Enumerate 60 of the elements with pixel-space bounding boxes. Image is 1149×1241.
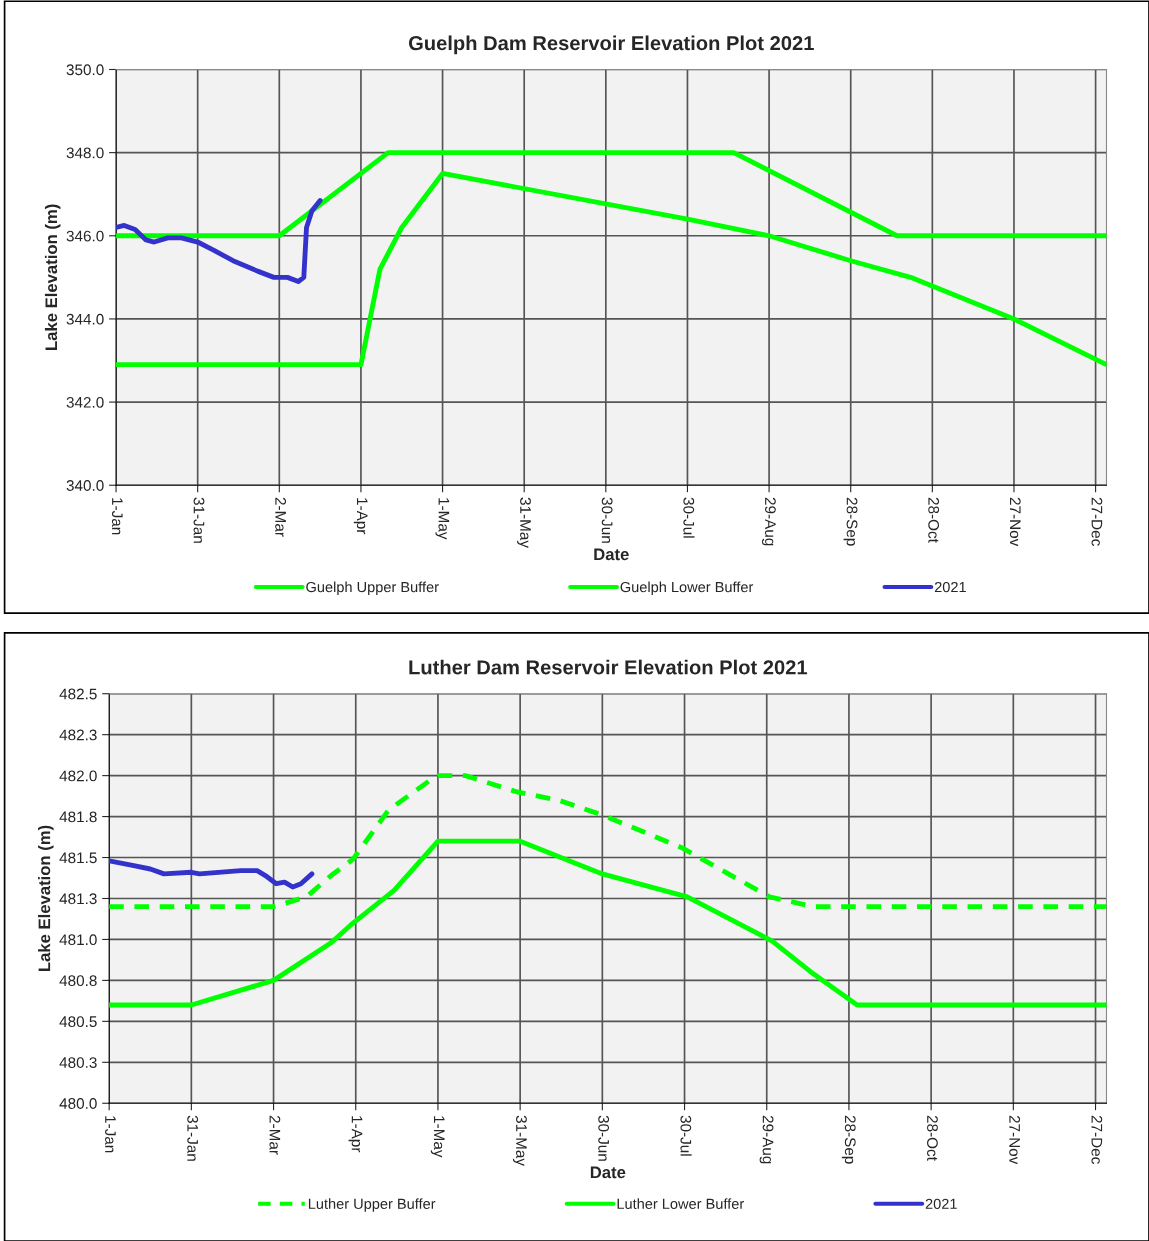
x-tick-label: 27-Dec (1091, 1115, 1103, 1164)
x-tick-label: 1-Jan (111, 498, 123, 535)
x-tick-label: 27-Nov (1009, 1115, 1021, 1165)
legend-label: Luther Lower Buffer (617, 1198, 744, 1209)
x-tick-label: 1-May (435, 498, 450, 540)
line-series (109, 773, 1107, 910)
y-tick-label: 480.3 (59, 1057, 97, 1068)
legend-label: Luther Upper Buffer (308, 1198, 436, 1212)
line-series (116, 171, 1107, 368)
y-tick-label: 481.3 (59, 893, 97, 905)
x-tick-label: 31-Jan (193, 497, 205, 543)
x-tick-label: 28-Oct (928, 497, 940, 543)
x-tick-label: 28-Sep (841, 1115, 856, 1164)
y-tick-label: 481.0 (59, 934, 97, 946)
y-tick-label: 482.0 (59, 770, 97, 782)
x-axis-title: Date (590, 1166, 626, 1179)
x-tick-label: 29-Aug (761, 497, 776, 546)
y-tick-label: 480.0 (59, 1098, 97, 1109)
x-tick-label: 30-Jul (680, 1115, 692, 1156)
y-tick-label: 480.5 (59, 1016, 97, 1028)
x-tick-label: 1-Apr (353, 498, 368, 535)
y-tick-label: 480.8 (59, 975, 97, 987)
y-tick-label: 342.0 (66, 396, 104, 408)
x-tick-label: 1-May (430, 1116, 445, 1158)
line-series (109, 838, 1107, 1008)
line-series (109, 858, 315, 890)
y-axis-title: Lake Elevation (m) (44, 204, 61, 350)
y-tick-label: 482.5 (59, 688, 97, 700)
x-tick-label: 30-Jun (601, 497, 613, 543)
y-tick-label: 482.3 (59, 729, 97, 741)
legend-label: 2021 (925, 1198, 957, 1209)
x-tick-label: 1-Jan (105, 1116, 116, 1153)
y-tick-label: 346.0 (66, 230, 104, 242)
x-tick-label: 30-Jul (683, 497, 695, 538)
x-tick-label: 30-Jun (598, 1115, 610, 1161)
line-series (116, 198, 323, 284)
y-tick-label: 348.0 (66, 147, 104, 159)
x-tick-label: 2-Mar (275, 497, 287, 537)
x-tick-label: 28-Sep (843, 497, 858, 546)
x-tick-label: 1-Apr (348, 1116, 363, 1153)
y-tick-label: 350.0 (66, 64, 104, 76)
y-tick-label: 340.0 (66, 480, 104, 491)
x-tick-label: 31-Jan (187, 1115, 199, 1161)
chart-title: Guelph Dam Reservoir Elevation Plot 2021 (408, 35, 814, 55)
legend-label: 2021 (934, 581, 966, 593)
legend-label: Guelph Upper Buffer (306, 581, 439, 596)
x-tick-label: 28-Oct (927, 1115, 938, 1161)
x-tick-label: 2-Mar (269, 1115, 281, 1155)
y-tick-label: 344.0 (66, 313, 104, 325)
y-tick-label: 481.8 (59, 811, 97, 823)
y-axis-title: Lake Elevation (m) (38, 825, 54, 971)
legend-label: Guelph Lower Buffer (620, 581, 754, 596)
x-tick-label: 31-May (517, 497, 531, 548)
y-tick-label: 481.5 (59, 852, 97, 864)
x-tick-label: 27-Nov (1009, 497, 1021, 547)
x-tick-label: 29-Aug (759, 1115, 774, 1164)
chart-title: Luther Dam Reservoir Elevation Plot 2021 (409, 659, 808, 675)
x-tick-label: 31-May (513, 1115, 527, 1166)
x-axis-title: Date (594, 548, 629, 561)
x-tick-label: 27-Dec (1091, 497, 1103, 546)
